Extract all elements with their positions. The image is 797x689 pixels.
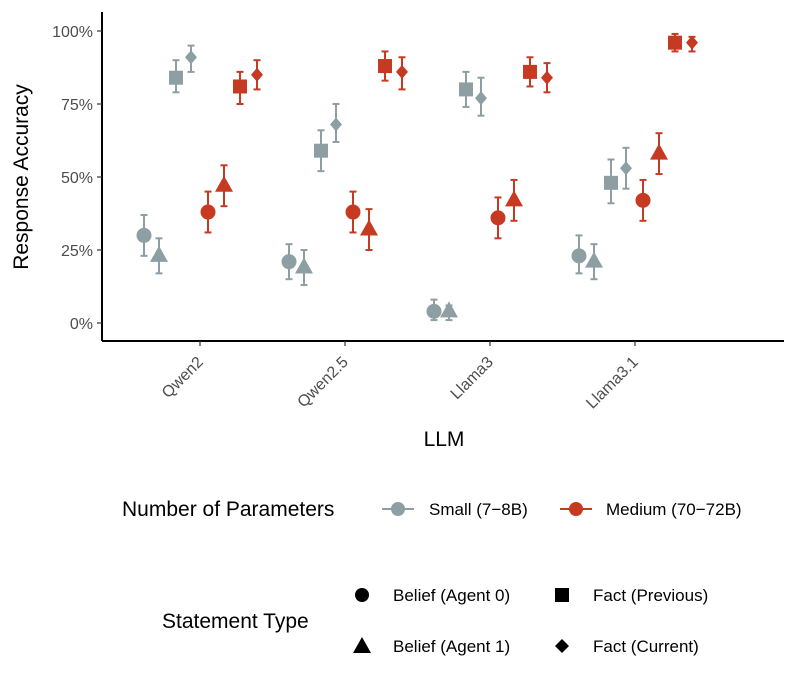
medium-belief1-point (505, 190, 523, 207)
medium-fact_cur-point (686, 35, 698, 50)
x-axis-title: LLM (424, 428, 465, 451)
medium-belief0-point (635, 192, 651, 208)
legend-item-medium: Medium (70−72B) (560, 500, 742, 519)
y-ticks: 0% 25% 50% 75% 100% (52, 24, 102, 333)
medium-fact_prev-point (523, 64, 537, 79)
legend-factcur-diamond-icon (555, 639, 569, 653)
legend-medium-label: Medium (70−72B) (606, 500, 742, 519)
small-fact_cur-point (475, 91, 487, 106)
legend-belief1-label: Belief (Agent 1) (393, 637, 510, 656)
medium-fact_prev-point (668, 35, 682, 50)
y-axis-title: Response Accuracy (10, 84, 33, 270)
small-belief0-point (281, 254, 297, 270)
legend-statement-title: Statement Type (162, 610, 309, 633)
legend-parameters-title: Number of Parameters (122, 498, 334, 521)
small-fact_cur-point (330, 117, 342, 132)
y-tick-label: 75% (61, 97, 93, 114)
small-belief0-point (136, 227, 152, 243)
medium-fact_cur-point (541, 70, 553, 85)
small-belief1-point (295, 257, 313, 274)
x-tick-label: Qwen2.5 (295, 354, 352, 411)
medium-fact_cur-point (396, 64, 408, 79)
legend-belief1-triangle-icon (353, 637, 371, 653)
x-ticks: Qwen2 Qwen2.5 Llama3 Llama3.1 (159, 341, 642, 412)
legend-belief0-label: Belief (Agent 0) (393, 586, 510, 605)
axes (101, 12, 784, 342)
small-fact_prev-point (459, 82, 473, 97)
data-marks (136, 32, 698, 322)
x-tick-label: Llama3.1 (583, 354, 642, 413)
legend-medium-swatch (569, 502, 583, 516)
small-belief1-point (150, 245, 168, 262)
legend-small-label: Small (7−8B) (429, 500, 528, 519)
x-tick-label: Llama3 (448, 354, 497, 403)
small-belief1-point (585, 251, 603, 268)
medium-fact_prev-point (378, 59, 392, 74)
small-belief0-point (571, 248, 587, 264)
medium-belief1-point (650, 143, 668, 160)
small-fact_cur-point (185, 50, 197, 65)
small-fact_prev-point (314, 143, 328, 158)
medium-belief0-point (345, 204, 361, 220)
legend-item-small: Small (7−8B) (382, 500, 528, 519)
legend-small-swatch (391, 502, 405, 516)
y-tick-label: 0% (70, 316, 93, 333)
medium-fact_prev-point (233, 79, 247, 94)
small-fact_prev-point (169, 70, 183, 85)
y-tick-label: 25% (61, 243, 93, 260)
medium-belief0-point (490, 210, 506, 226)
legend-belief0-circle-icon (355, 588, 369, 602)
legend-statement-type: Statement Type Belief (Agent 0) Fact (Pr… (162, 586, 708, 656)
medium-belief0-point (200, 204, 216, 220)
legend-factprev-square-icon (555, 588, 569, 602)
y-tick-label: 50% (61, 170, 93, 187)
small-belief1-point (440, 301, 458, 318)
legend-factcur-label: Fact (Current) (593, 637, 699, 656)
y-tick-label: 100% (52, 24, 93, 41)
legend-factprev-label: Fact (Previous) (593, 586, 708, 605)
small-fact_cur-point (620, 161, 632, 176)
medium-fact_cur-point (251, 67, 263, 82)
small-fact_prev-point (604, 175, 618, 190)
legend-parameters: Number of Parameters Small (7−8B) Medium… (122, 498, 742, 521)
medium-belief1-point (360, 219, 378, 236)
x-tick-label: Qwen2 (159, 354, 207, 402)
small-belief0-point (426, 303, 442, 319)
medium-belief1-point (215, 175, 233, 192)
